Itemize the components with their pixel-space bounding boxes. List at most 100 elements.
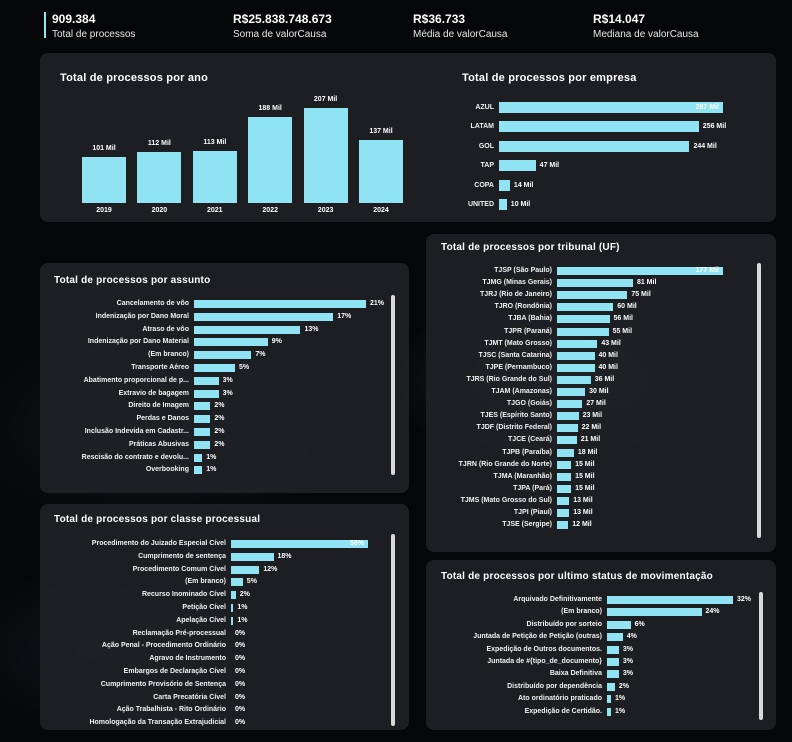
- scrollbar-tribunal[interactable]: [757, 263, 761, 538]
- data-label-tribunal: 36 Mil: [594, 375, 615, 383]
- category-label-tribunal: TJMA (Maranhão): [493, 472, 552, 480]
- data-label-tribunal: 22 Mil: [581, 424, 602, 432]
- bar-assunto: [194, 453, 203, 462]
- chart-row-empresa: AZUL: [0, 101, 499, 114]
- data-label-assunto: 2%: [214, 415, 225, 423]
- data-label-assunto: 3%: [222, 376, 233, 384]
- data-label-empresa: 10 Mil: [510, 201, 531, 208]
- chart-row-status: Distribuído por dependência: [0, 682, 607, 692]
- chart-row-assunto: Overbooking: [0, 465, 194, 475]
- bar-status: [607, 695, 611, 704]
- bar-classe: [231, 565, 260, 574]
- data-label-tribunal: 81 Mil: [636, 279, 657, 287]
- chart-title-status: Total de processos por ultimo status de …: [441, 571, 713, 582]
- bar-tribunal: [557, 279, 633, 288]
- category-label-empresa: UNITED: [467, 201, 494, 208]
- chart-row-assunto: Extravio de bagagem: [0, 389, 194, 399]
- chart-row-tribunal: TJRS (Rio Grande do Sul): [0, 375, 557, 385]
- chart-row-tribunal: TJSP (São Paulo): [0, 266, 557, 276]
- chart-row-status: Ato ordinatório praticado: [0, 694, 607, 704]
- category-label-tribunal: TJPB (Paraíba): [502, 448, 552, 456]
- bar-tribunal: [557, 448, 574, 457]
- chart-row-classe: Agravo de Instrumento: [0, 654, 231, 664]
- kpi-label: Total de processos: [52, 29, 136, 40]
- bar-empresa: [499, 102, 723, 113]
- bar-ano-2021: [192, 151, 237, 203]
- category-label-status: Juntada de Petição de Petição (outras): [473, 633, 602, 641]
- scrollbar-classe[interactable]: [391, 534, 395, 726]
- chart-row-empresa: TAP: [0, 159, 499, 172]
- chart-row-status: Expedição de Outros documentos.: [0, 645, 607, 655]
- category-label-classe: (Em branco): [185, 578, 226, 586]
- data-label-classe: 58%: [349, 540, 364, 547]
- category-label-tribunal: TJRS (Rio Grande do Sul): [466, 375, 552, 383]
- tick-label-ano: 2024: [373, 207, 389, 214]
- data-label-tribunal: 177 Mil: [695, 267, 719, 274]
- category-label-assunto: Abatimento proporcional de p...: [83, 376, 189, 384]
- category-label-classe: Cumprimento de sentença: [138, 552, 226, 560]
- data-label-tribunal: 30 Mil: [589, 388, 609, 395]
- bar-tribunal: [557, 267, 723, 275]
- data-label-ano: 207 Mil: [313, 96, 338, 103]
- chart-row-classe: Cumprimento de sentença: [0, 552, 231, 562]
- category-label-tribunal: TJSP (São Paulo): [494, 267, 552, 274]
- chart-title-classe: Total de processos por classe processual: [54, 514, 261, 525]
- data-label-ano: 113 Mil: [203, 139, 227, 147]
- bar-ano-2023: [303, 108, 348, 203]
- category-label-classe: Reclamação Pré-processual: [132, 629, 226, 637]
- category-label-classe: Ação Penal - Procedimento Ordinário: [101, 642, 226, 650]
- category-label-tribunal: TJBA (Bahia): [508, 315, 552, 323]
- data-label-tribunal: 15 Mil: [575, 484, 595, 492]
- tick-label-ano: 2020: [151, 207, 168, 214]
- data-label-ano: 188 Mil: [258, 104, 282, 112]
- chart-row-empresa: COPA: [0, 179, 499, 192]
- category-label-classe: Ação Trabalhista - Rito Ordinário: [116, 706, 226, 714]
- kpi-label: Mediana de valorCausa: [593, 29, 699, 40]
- bar-status: [607, 682, 615, 691]
- bar-assunto: [194, 325, 301, 334]
- chart-row-classe: Procedimento do Juizado Especial Cível: [0, 539, 231, 549]
- category-label-empresa: LATAM: [470, 123, 494, 131]
- chart-row-tribunal: TJMG (Minas Gerais): [0, 278, 557, 288]
- chart-row-tribunal: TJBA (Bahia): [0, 314, 557, 324]
- data-label-empresa: 244 Mil: [693, 142, 717, 150]
- chart-row-tribunal: TJES (Espírito Santo): [0, 411, 557, 421]
- bar-tribunal: [557, 460, 572, 469]
- category-label-status: (Em branco): [561, 608, 602, 616]
- chart-row-tribunal: TJMA (Maranhão): [0, 472, 557, 482]
- chart-row-status: (Em branco): [0, 607, 607, 617]
- data-label-tribunal: 18 Mil: [577, 448, 598, 456]
- category-label-tribunal: TJPR (Paraná): [504, 327, 552, 335]
- category-label-status: Arquivado Definitivamente: [513, 596, 602, 603]
- data-label-assunto: 17%: [337, 312, 352, 320]
- bar-classe: [231, 552, 274, 561]
- chart-row-tribunal: TJAM (Amazonas): [0, 387, 557, 397]
- chart-title-empresa: Total de processos por empresa: [462, 72, 637, 84]
- scrollbar-status[interactable]: [759, 592, 763, 720]
- bar-tribunal: [557, 412, 579, 421]
- category-label-tribunal: TJPA (Pará): [513, 484, 552, 492]
- bar-assunto: [194, 415, 211, 424]
- kpi-value: R$14.047: [593, 12, 646, 26]
- data-label-status: 32%: [737, 596, 752, 603]
- scrollbar-assunto[interactable]: [391, 295, 395, 475]
- chart-row-classe: Cumprimento Provisório de Sentença: [0, 680, 231, 690]
- bar-status: [607, 620, 631, 629]
- chart-row-status: Arquivado Definitivamente: [0, 595, 607, 605]
- chart-row-empresa: UNITED: [0, 198, 499, 211]
- chart-row-status: Juntada de #{tipo_de_documento}: [0, 657, 607, 667]
- bar-assunto: [194, 428, 211, 436]
- data-label-assunto: 21%: [370, 300, 385, 307]
- card-status: [426, 560, 776, 730]
- category-label-classe: Procedimento do Juizado Especial Cível: [91, 540, 226, 547]
- bar-assunto: [194, 466, 203, 475]
- category-label-tribunal: TJGO (Goiás): [506, 400, 552, 408]
- chart-row-tribunal: TJPE (Pernambuco): [0, 363, 557, 373]
- category-label-classe: Procedimento Comum Cível: [132, 565, 226, 573]
- category-label-classe: Apelação Cível: [176, 616, 226, 624]
- bar-tribunal: [557, 388, 586, 396]
- bar-tribunal: [557, 351, 595, 360]
- chart-row-tribunal: TJRJ (Rio de Janeiro): [0, 290, 557, 300]
- chart-row-tribunal: TJPB (Paraíba): [0, 448, 557, 458]
- data-label-assunto: 9%: [271, 338, 282, 346]
